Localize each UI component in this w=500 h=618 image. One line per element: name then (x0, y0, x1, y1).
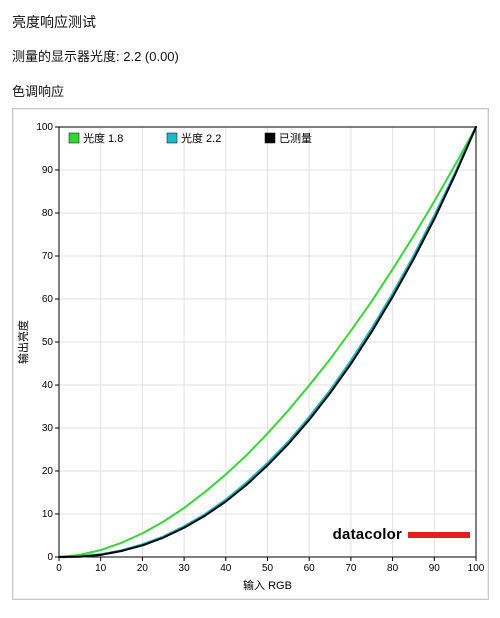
svg-text:0: 0 (56, 563, 62, 574)
svg-text:80: 80 (42, 208, 54, 219)
svg-text:80: 80 (387, 563, 399, 574)
svg-text:20: 20 (42, 466, 54, 477)
svg-text:已测量: 已测量 (279, 132, 312, 145)
svg-text:90: 90 (42, 165, 54, 176)
svg-text:50: 50 (42, 337, 54, 348)
svg-text:50: 50 (262, 563, 274, 574)
measured-gamma: 测量的显示器光度: 2.2 (0.00) (12, 46, 488, 65)
page: 亮度响应测试 测量的显示器光度: 2.2 (0.00) 色调响应 0 10 20 30… (0, 0, 500, 618)
svg-text:60: 60 (42, 294, 54, 305)
svg-text:10: 10 (42, 509, 54, 520)
svg-text:60: 60 (304, 563, 316, 574)
svg-text:30: 30 (179, 563, 191, 574)
svg-text:70: 70 (345, 563, 357, 574)
svg-text:输出亮度: 输出亮度 (16, 320, 30, 364)
svg-text:输入 RGB: 输入 RGB (243, 578, 292, 592)
section-label: 色调响应 (12, 81, 488, 100)
svg-text:20: 20 (137, 563, 149, 574)
brand-bar (408, 532, 470, 538)
svg-text:100: 100 (468, 563, 485, 574)
brand-text: datacolor (333, 526, 402, 543)
svg-text:70: 70 (42, 251, 54, 262)
svg-text:40: 40 (220, 563, 232, 574)
svg-text:光度 2.2: 光度 2.2 (181, 131, 221, 145)
svg-text:10: 10 (95, 563, 107, 574)
svg-text:100: 100 (36, 122, 53, 133)
tone-response-chart: 0 10 20 30 40 50 60 70 80 90 100 0 10 20 30 40 50 60 70 80 9… (12, 108, 489, 600)
page-title: 亮度响应测试 (12, 12, 488, 32)
svg-text:90: 90 (429, 563, 441, 574)
svg-text:30: 30 (42, 423, 54, 434)
brand-watermark: datacolor (333, 526, 470, 543)
svg-text:0: 0 (47, 552, 53, 563)
svg-text:光度 1.8: 光度 1.8 (83, 131, 123, 145)
svg-text:40: 40 (42, 380, 54, 391)
